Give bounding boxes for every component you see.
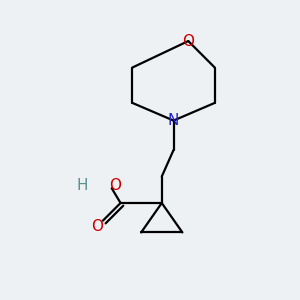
Text: O: O	[109, 178, 121, 193]
Text: O: O	[182, 34, 194, 49]
Text: O: O	[91, 219, 103, 234]
Text: H: H	[76, 178, 88, 193]
Text: N: N	[168, 113, 179, 128]
